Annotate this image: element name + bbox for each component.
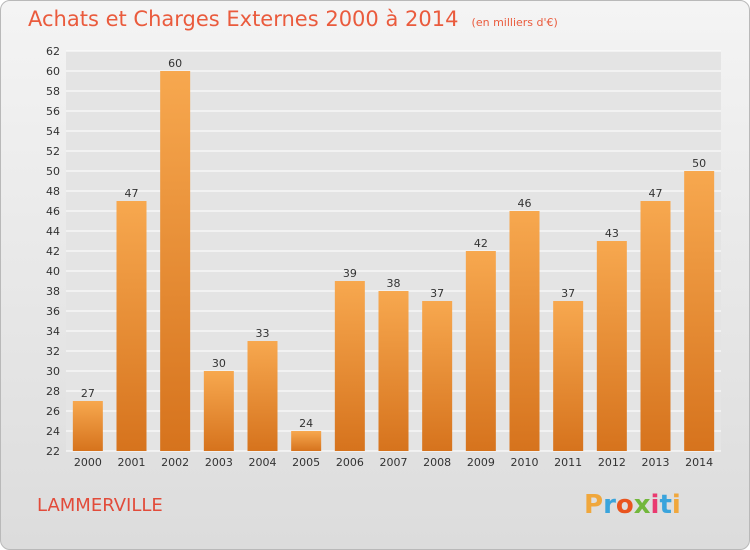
x-tick-label: 2013 (642, 456, 670, 469)
data-label: 60 (168, 57, 182, 70)
data-label: 47 (125, 187, 139, 200)
y-tick-label: 28 (46, 385, 60, 398)
x-tick-label: 2003 (205, 456, 233, 469)
data-label: 38 (387, 277, 401, 290)
y-tick-label: 34 (46, 325, 60, 338)
x-tick-label: 2012 (598, 456, 626, 469)
commune-name: LAMMERVILLE (37, 495, 163, 516)
y-tick-label: 32 (46, 345, 60, 358)
logo-letter: t (659, 490, 672, 520)
y-tick-label: 56 (46, 105, 60, 118)
y-tick-label: 46 (46, 205, 60, 218)
data-label: 37 (561, 287, 575, 300)
y-tick-label: 22 (46, 445, 60, 458)
bar-2004 (247, 341, 278, 451)
x-tick-label: 2007 (380, 456, 408, 469)
chart-title-main: Achats et Charges Externes 2000 à 2014 (28, 7, 459, 31)
data-label: 50 (692, 157, 706, 170)
x-tick-label: 2004 (249, 456, 277, 469)
bar-2014 (684, 171, 715, 451)
bar-2000 (72, 401, 103, 451)
bar-2013 (640, 201, 671, 451)
y-tick-label: 50 (46, 165, 60, 178)
data-label: 42 (474, 237, 488, 250)
y-tick-label: 36 (46, 305, 60, 318)
y-tick-label: 58 (46, 85, 60, 98)
logo-letter: r (603, 490, 616, 520)
data-label: 24 (299, 417, 313, 430)
bar-2006 (334, 281, 365, 451)
x-tick-label: 2011 (554, 456, 582, 469)
x-tick-label: 2009 (467, 456, 495, 469)
bar-2001 (116, 201, 147, 451)
logo-letter: P (584, 490, 604, 520)
bar-2008 (422, 301, 453, 451)
y-tick-label: 30 (46, 365, 60, 378)
data-label: 37 (430, 287, 444, 300)
bar-2011 (553, 301, 584, 451)
data-label: 46 (518, 197, 532, 210)
data-label: 27 (81, 387, 95, 400)
bar-2012 (596, 241, 627, 451)
logo-letter: o (615, 490, 634, 520)
chart-title: Achats et Charges Externes 2000 à 2014 (… (28, 7, 558, 31)
logo-letter: i (671, 490, 681, 520)
bar-2003 (203, 371, 234, 451)
bar-2002 (160, 71, 191, 451)
logo-letter: x (633, 490, 651, 520)
y-tick-label: 40 (46, 265, 60, 278)
x-tick-label: 2010 (511, 456, 539, 469)
x-tick-label: 2005 (292, 456, 320, 469)
bar-2005 (291, 431, 322, 451)
data-label: 39 (343, 267, 357, 280)
bar-2009 (465, 251, 496, 451)
chart-title-unit: (en milliers d'€) (471, 16, 558, 29)
proxiti-logo: Proxiti (584, 490, 681, 520)
data-label: 47 (649, 187, 663, 200)
data-label: 43 (605, 227, 619, 240)
y-tick-label: 62 (46, 45, 60, 58)
y-tick-label: 54 (46, 125, 60, 138)
y-tick-label: 44 (46, 225, 60, 238)
y-tick-label: 38 (46, 285, 60, 298)
x-tick-label: 2000 (74, 456, 102, 469)
logo-letter: i (650, 490, 660, 520)
bar-2007 (378, 291, 409, 451)
x-tick-label: 2014 (685, 456, 713, 469)
bar-2010 (509, 211, 540, 451)
y-tick-label: 42 (46, 245, 60, 258)
data-label: 33 (256, 327, 270, 340)
y-tick-label: 52 (46, 145, 60, 158)
y-tick-label: 24 (46, 425, 60, 438)
data-label: 30 (212, 357, 226, 370)
x-tick-label: 2002 (161, 456, 189, 469)
x-tick-label: 2006 (336, 456, 364, 469)
y-tick-label: 26 (46, 405, 60, 418)
y-tick-label: 48 (46, 185, 60, 198)
x-tick-label: 2001 (118, 456, 146, 469)
x-tick-label: 2008 (423, 456, 451, 469)
y-tick-label: 60 (46, 65, 60, 78)
